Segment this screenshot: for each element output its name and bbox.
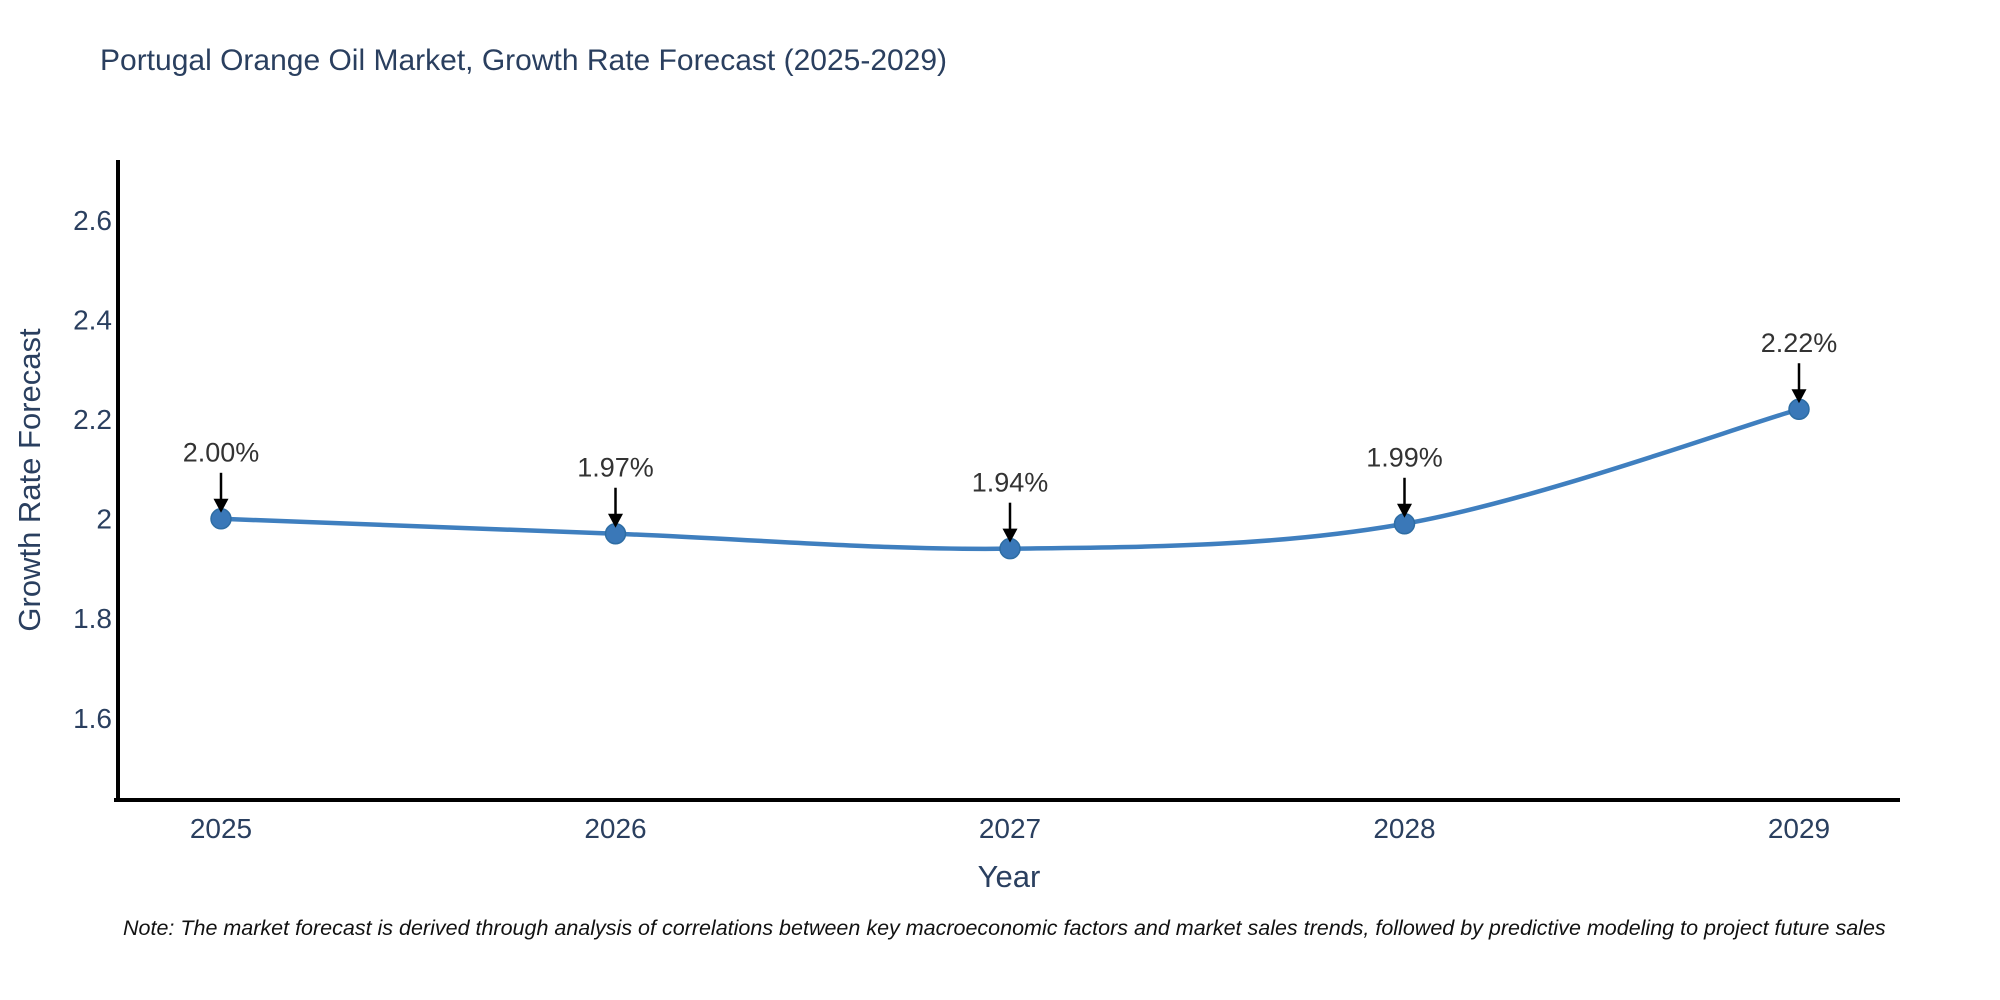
x-axis-title: Year <box>977 859 1041 894</box>
y-axis-title: Growth Rate Forecast <box>12 328 47 632</box>
x-tick-label: 2029 <box>1768 813 1830 844</box>
y-tick-label: 2.2 <box>73 404 112 435</box>
annotation-arrow-head <box>1002 528 1018 543</box>
point-annotation-label: 1.97% <box>577 452 654 482</box>
point-annotation-label: 1.99% <box>1366 442 1443 472</box>
annotation-arrow-head <box>608 513 623 528</box>
chart-title: Portugal Orange Oil Market, Growth Rate … <box>100 44 948 77</box>
x-tick-label: 2027 <box>979 813 1041 844</box>
x-tick-label: 2026 <box>584 813 646 844</box>
annotation-arrow-head <box>1397 503 1412 518</box>
y-tick-label: 1.8 <box>73 603 112 634</box>
y-tick-label: 2 <box>96 504 112 535</box>
annotation-arrow-head <box>1791 389 1807 404</box>
point-annotation-label: 1.94% <box>972 467 1049 497</box>
y-tick-label: 1.6 <box>73 703 112 734</box>
point-annotation-label: 2.22% <box>1761 328 1838 358</box>
point-annotation-label: 2.00% <box>183 438 260 468</box>
x-tick-label: 2025 <box>190 813 252 844</box>
x-tick-label: 2028 <box>1373 813 1435 844</box>
y-tick-label: 2.6 <box>73 205 112 236</box>
y-tick-label: 2.4 <box>73 304 112 335</box>
footnote: Note: The market forecast is derived thr… <box>123 916 1886 940</box>
annotation-arrow-head <box>213 498 229 513</box>
